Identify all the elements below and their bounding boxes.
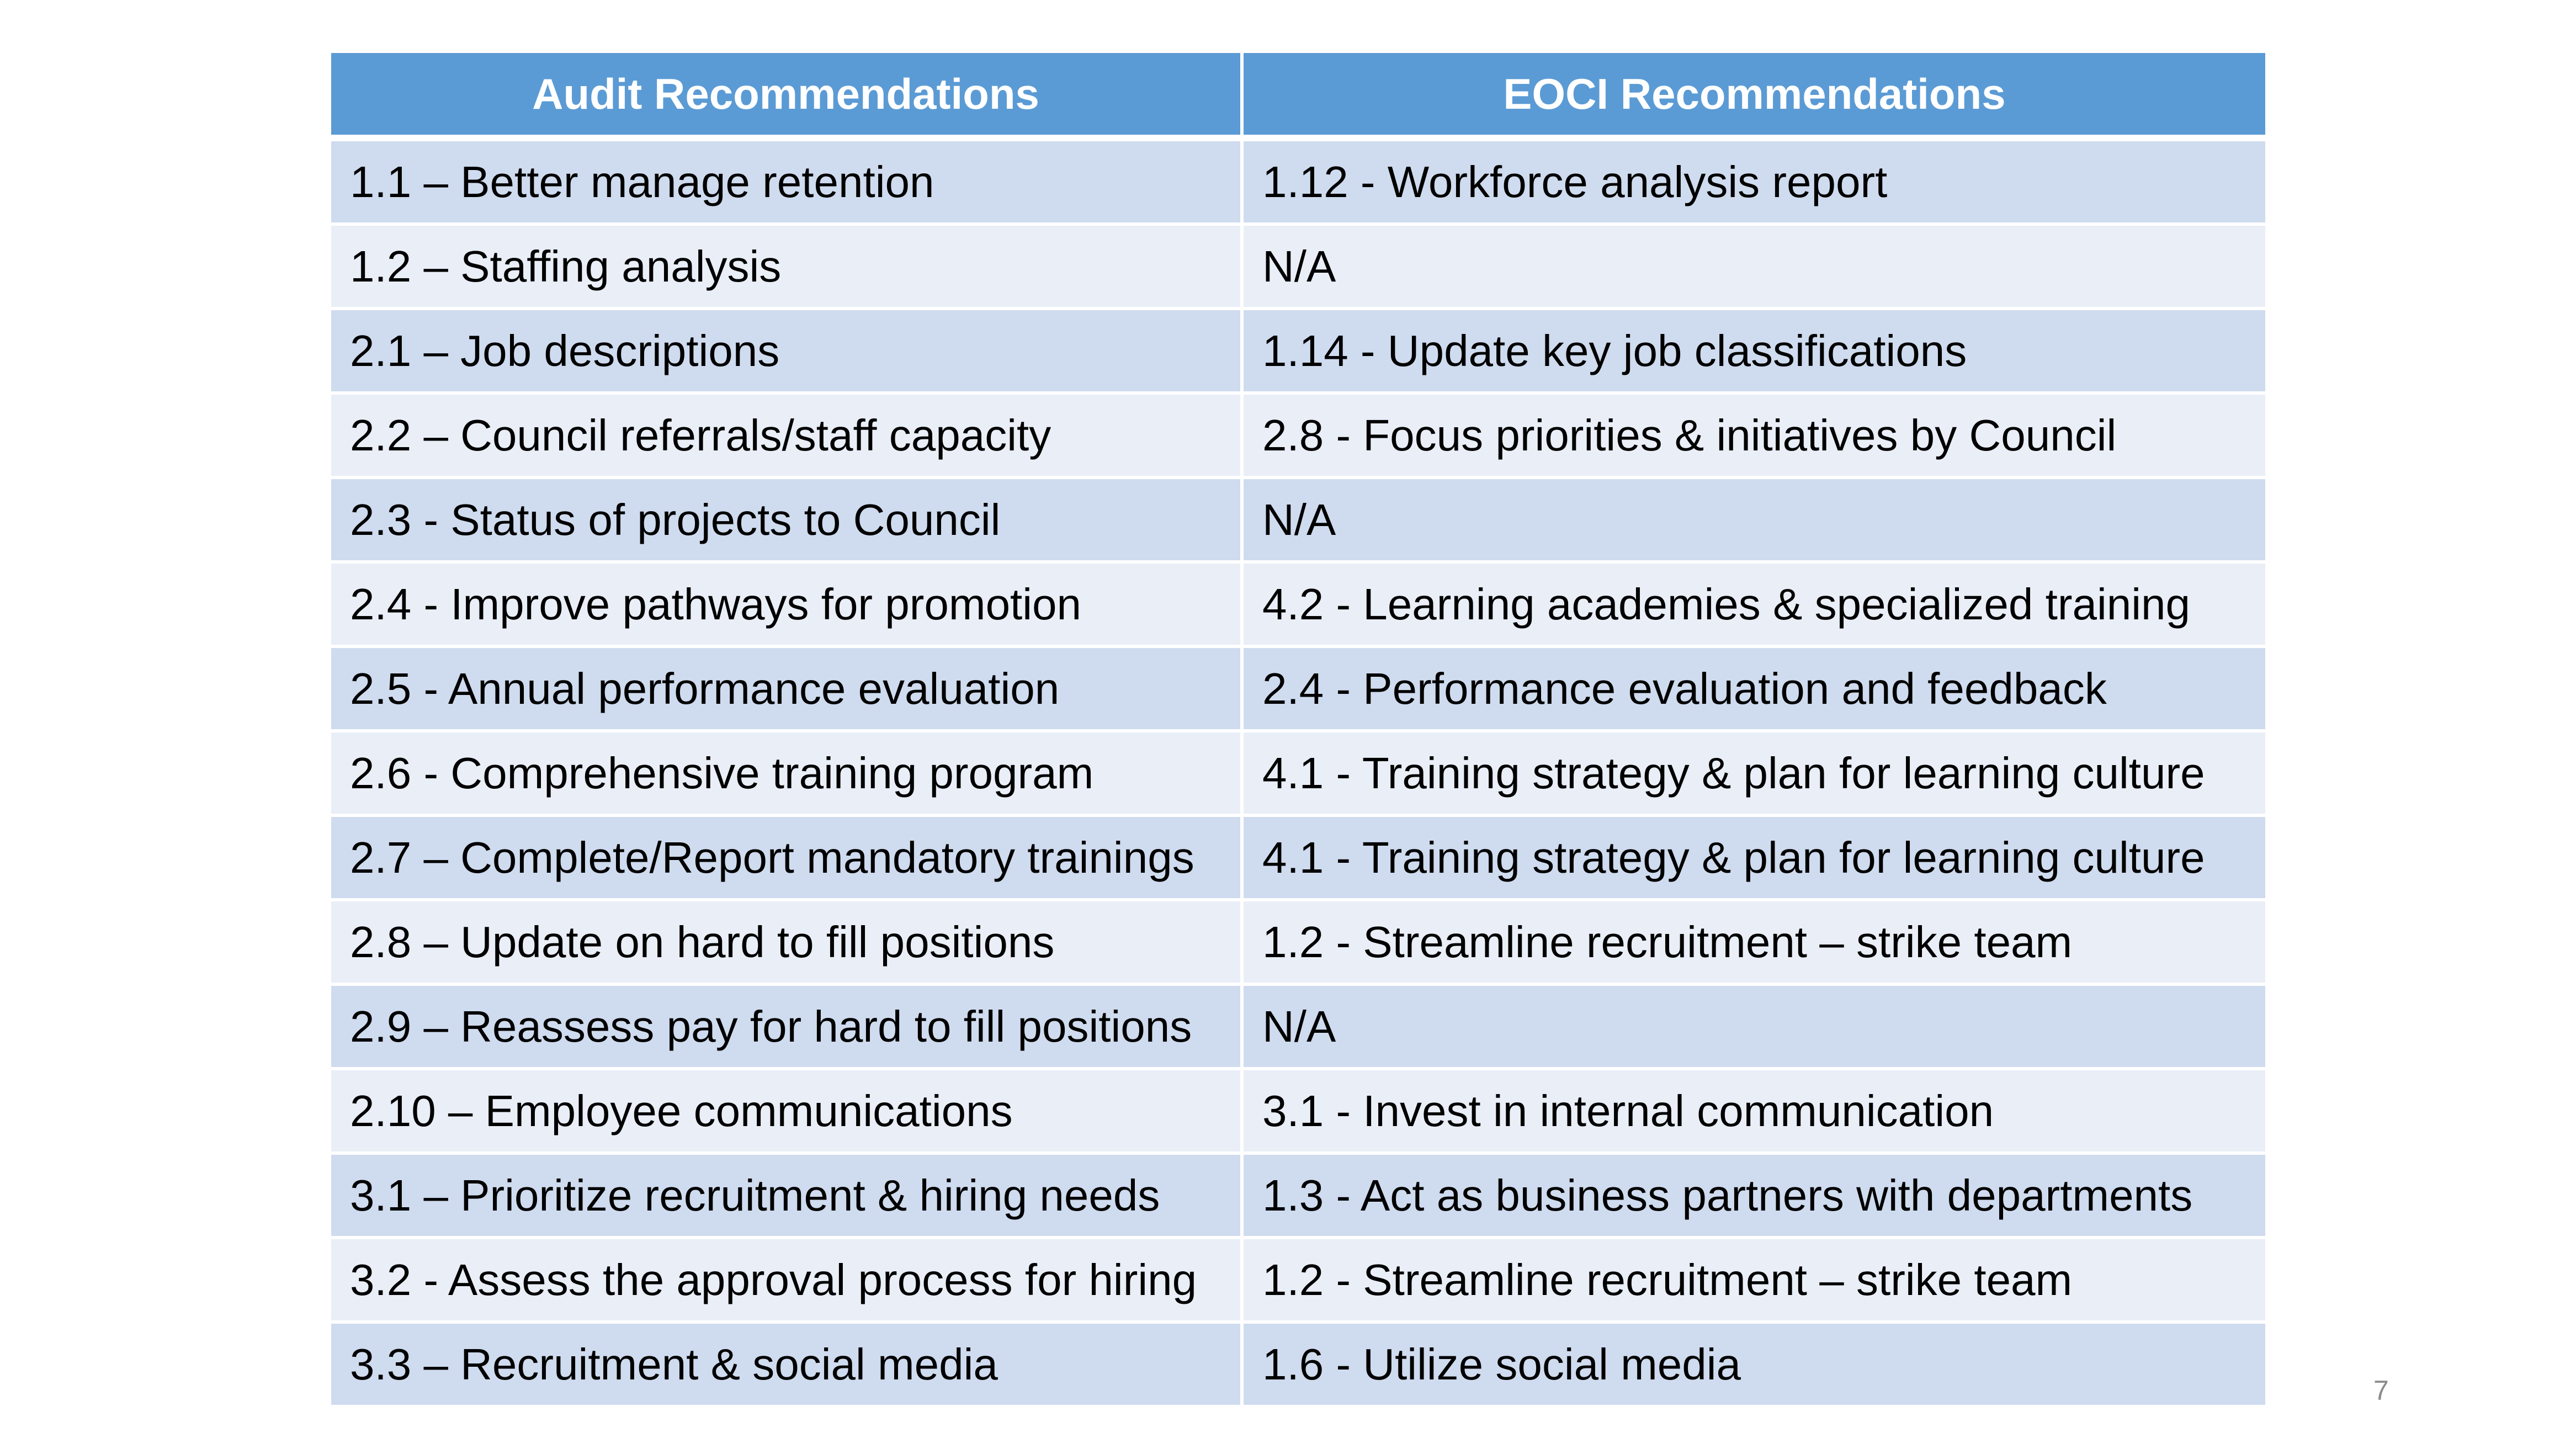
- eoci-cell: 1.14 - Update key job classifications: [1242, 309, 2265, 395]
- table-row: 2.3 - Status of projects to Council N/A: [331, 477, 2265, 564]
- table-row: 1.1 – Better manage retention 1.12 - Wor…: [331, 138, 2265, 226]
- table-row: 3.2 - Assess the approval process for hi…: [331, 1238, 2265, 1324]
- eoci-cell: 1.2 - Streamline recruitment – strike te…: [1242, 900, 2265, 986]
- table-row: 2.4 - Improve pathways for promotion 4.2…: [331, 562, 2265, 648]
- audit-cell: 2.10 – Employee communications: [331, 1069, 1244, 1155]
- table-row: 1.2 – Staffing analysis N/A: [331, 224, 2265, 310]
- audit-cell: 2.8 – Update on hard to fill positions: [331, 900, 1244, 986]
- audit-cell: 3.2 - Assess the approval process for hi…: [331, 1238, 1244, 1324]
- audit-cell: 2.4 - Improve pathways for promotion: [331, 562, 1244, 648]
- audit-cell: 2.7 – Complete/Report mandatory training…: [331, 815, 1244, 901]
- table-row: 2.9 – Reassess pay for hard to fill posi…: [331, 984, 2265, 1070]
- audit-cell: 2.9 – Reassess pay for hard to fill posi…: [331, 984, 1244, 1070]
- table-row: 2.5 - Annual performance evaluation 2.4 …: [331, 646, 2265, 733]
- eoci-cell: 1.2 - Streamline recruitment – strike te…: [1242, 1238, 2265, 1324]
- audit-cell: 1.1 – Better manage retention: [331, 138, 1244, 226]
- eoci-cell: 4.1 - Training strategy & plan for learn…: [1242, 815, 2265, 901]
- audit-cell: 2.6 - Comprehensive training program: [331, 731, 1244, 817]
- audit-cell: 2.1 – Job descriptions: [331, 309, 1244, 395]
- table-row: 2.6 - Comprehensive training program 4.1…: [331, 731, 2265, 817]
- header-audit-recommendations: Audit Recommendations: [331, 53, 1244, 141]
- audit-cell: 2.2 – Council referrals/staff capacity: [331, 393, 1244, 479]
- table-row: 2.2 – Council referrals/staff capacity 2…: [331, 393, 2265, 479]
- eoci-cell: N/A: [1242, 984, 2265, 1070]
- eoci-cell: 4.1 - Training strategy & plan for learn…: [1242, 731, 2265, 817]
- table-row: 3.1 – Prioritize recruitment & hiring ne…: [331, 1153, 2265, 1239]
- eoci-cell: N/A: [1242, 224, 2265, 310]
- eoci-cell: 1.12 - Workforce analysis report: [1242, 138, 2265, 226]
- eoci-cell: 3.1 - Invest in internal communication: [1242, 1069, 2265, 1155]
- audit-cell: 1.2 – Staffing analysis: [331, 224, 1244, 310]
- audit-cell: 2.5 - Annual performance evaluation: [331, 646, 1244, 733]
- eoci-cell: 2.4 - Performance evaluation and feedbac…: [1242, 646, 2265, 733]
- page-number: 7: [2373, 1375, 2389, 1406]
- eoci-cell: 2.8 - Focus priorities & initiatives by …: [1242, 393, 2265, 479]
- eoci-cell: 4.2 - Learning academies & specialized t…: [1242, 562, 2265, 648]
- table-header-row: Audit Recommendations EOCI Recommendatio…: [331, 53, 2265, 141]
- table-row: 3.3 – Recruitment & social media 1.6 - U…: [331, 1322, 2265, 1408]
- recommendations-table: Audit Recommendations EOCI Recommendatio…: [331, 53, 2265, 1408]
- table-row: 2.10 – Employee communications 3.1 - Inv…: [331, 1069, 2265, 1155]
- audit-cell: 2.3 - Status of projects to Council: [331, 477, 1244, 564]
- eoci-cell: 1.3 - Act as business partners with depa…: [1242, 1153, 2265, 1239]
- eoci-cell: N/A: [1242, 477, 2265, 564]
- table-row: 2.8 – Update on hard to fill positions 1…: [331, 900, 2265, 986]
- header-eoci-recommendations: EOCI Recommendations: [1242, 53, 2265, 141]
- eoci-cell: 1.6 - Utilize social media: [1242, 1322, 2265, 1408]
- audit-cell: 3.3 – Recruitment & social media: [331, 1322, 1244, 1408]
- table-row: 2.7 – Complete/Report mandatory training…: [331, 815, 2265, 901]
- table-row: 2.1 – Job descriptions 1.14 - Update key…: [331, 309, 2265, 395]
- audit-cell: 3.1 – Prioritize recruitment & hiring ne…: [331, 1153, 1244, 1239]
